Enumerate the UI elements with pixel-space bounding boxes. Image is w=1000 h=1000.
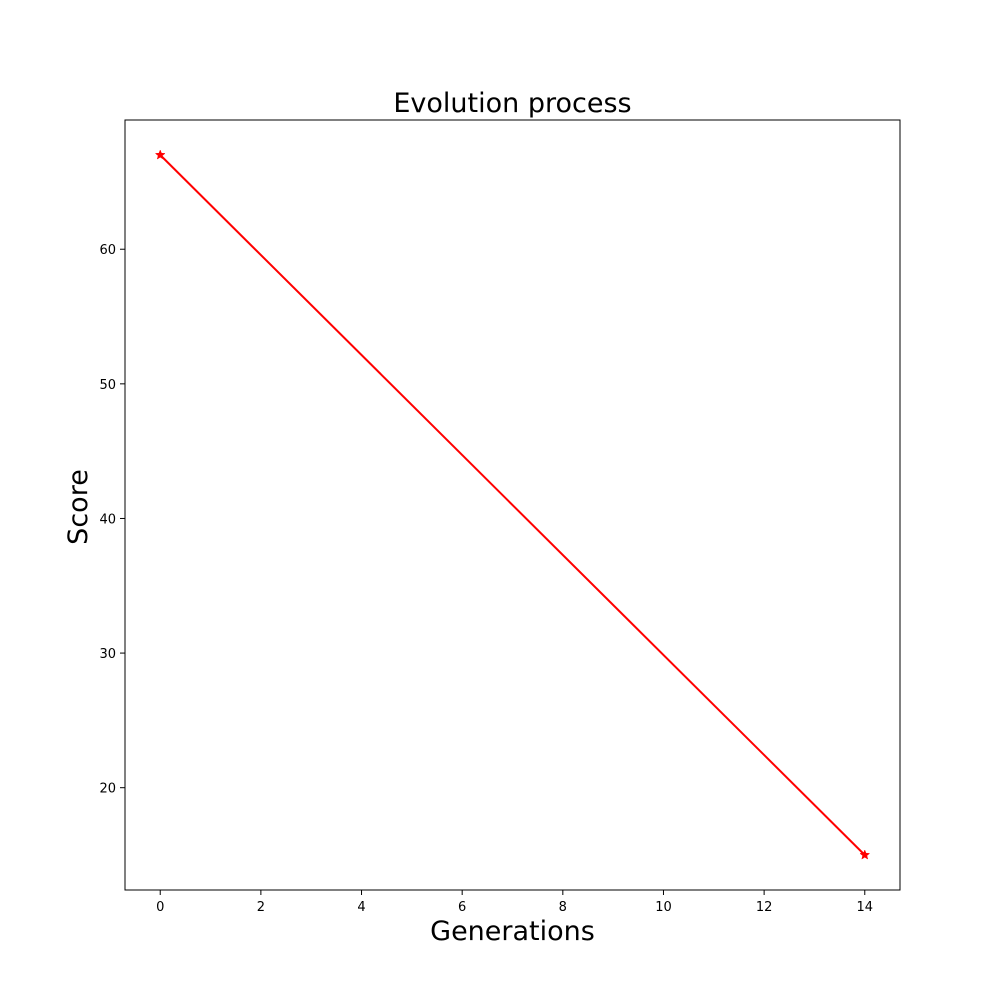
x-tick-label: 8 [559,900,567,915]
x-axis-label: Generations [430,916,595,947]
x-tick-label: 14 [856,900,873,915]
chart-title: Evolution process [393,88,631,119]
data-point-star-icon [154,149,166,160]
y-tick-label: 60 [99,243,116,258]
x-axis: 0 2 4 6 8 10 12 14 [156,890,873,915]
y-tick-label: 30 [99,647,116,662]
x-tick-label: 10 [655,900,672,915]
y-tick-label: 20 [99,782,116,797]
y-axis-label: Score [63,469,94,545]
x-tick-label: 4 [357,900,365,915]
y-tick-label: 50 [99,378,116,393]
x-tick-label: 6 [458,900,466,915]
x-tick-label: 2 [257,900,265,915]
x-tick-label: 0 [156,900,164,915]
data-point-star-icon [859,849,871,860]
y-tick-label: 40 [99,512,116,527]
series-layer [154,149,871,860]
y-axis: 20 30 40 50 60 [99,243,125,797]
x-tick-label: 12 [756,900,773,915]
series-line [159,154,866,856]
